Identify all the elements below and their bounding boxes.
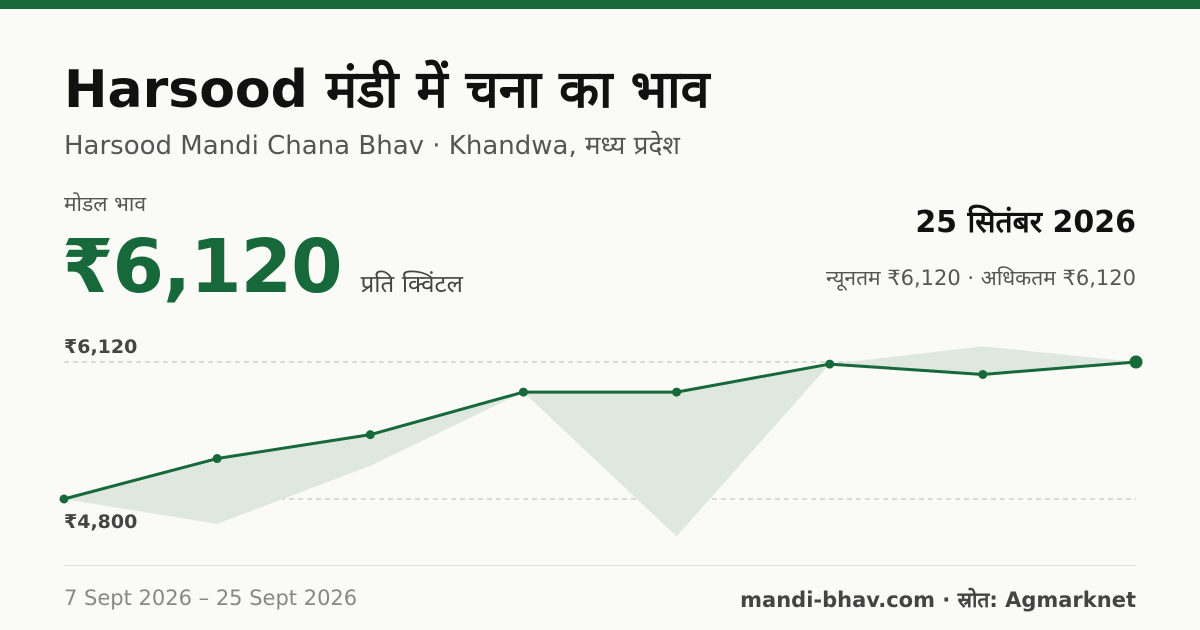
price-series-line — [62, 360, 1138, 501]
price-unit: प्रति क्विंटल — [360, 270, 463, 298]
min-max-range: न्यूनतम ₹6,120 · अधिकतम ₹6,120 — [826, 266, 1136, 290]
y-label-max: ₹6,120 — [64, 336, 137, 358]
y-label-min: ₹4,800 — [64, 511, 137, 533]
top-accent-bar — [0, 0, 1200, 9]
price-point — [825, 359, 835, 369]
price-point — [365, 430, 375, 440]
price-date: 25 सितंबर 2026 — [915, 205, 1136, 240]
model-price-label: मोडल भाव — [64, 192, 147, 216]
price-point — [59, 494, 69, 504]
price-range-band — [64, 346, 1136, 537]
price-point — [518, 387, 528, 397]
page-subtitle: Harsood Mandi Chana Bhav · Khandwa, मध्य… — [64, 131, 680, 161]
price-point — [978, 369, 988, 379]
footer-source: mandi-bhav.com · स्रोत: Agmarknet — [740, 588, 1136, 612]
model-price-value: ₹6,120 — [62, 224, 343, 310]
price-point — [212, 454, 222, 464]
latest-price-point — [1129, 355, 1143, 369]
price-row: ₹6,120 प्रति क्विंटल — [62, 224, 463, 310]
price-point — [672, 387, 682, 397]
footer-divider — [64, 565, 1136, 566]
page-title: Harsood मंडी में चना का भाव — [64, 60, 710, 120]
footer-date-range: 7 Sept 2026 – 25 Sept 2026 — [64, 586, 358, 610]
